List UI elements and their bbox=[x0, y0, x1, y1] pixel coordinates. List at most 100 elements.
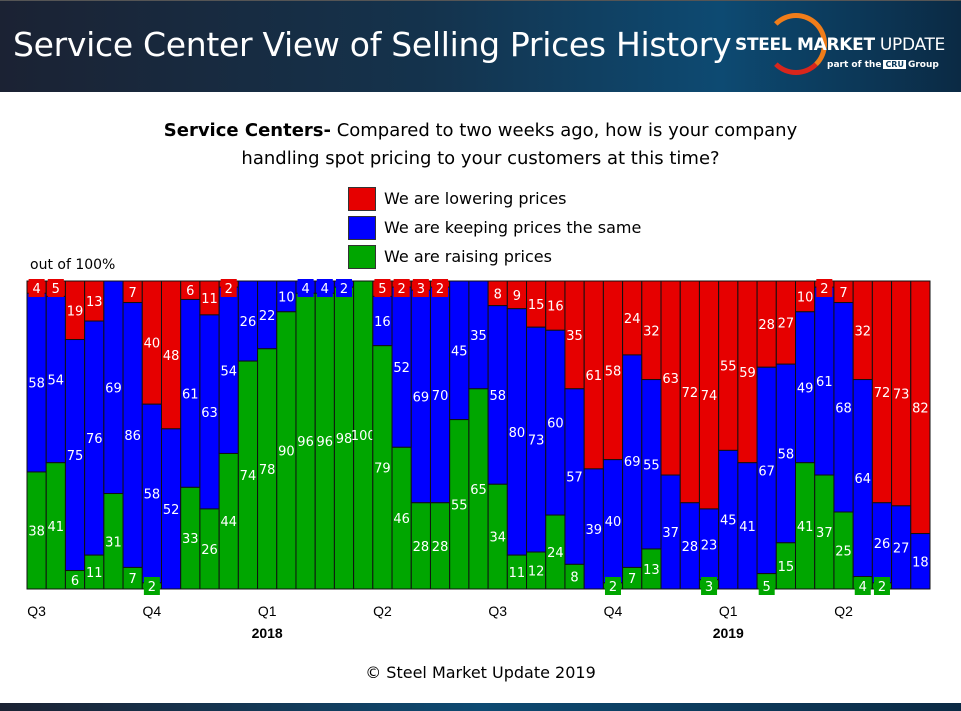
data-label: 2 bbox=[398, 282, 406, 297]
data-label: 32 bbox=[643, 324, 660, 339]
data-label: 68 bbox=[835, 401, 852, 416]
chart-title-line1: Compared to two weeks ago, how is your c… bbox=[330, 120, 798, 141]
data-label-box bbox=[336, 279, 353, 297]
legend-swatch-lower bbox=[348, 186, 376, 211]
data-label: 98 bbox=[336, 432, 353, 447]
logo-sub-post: Group bbox=[907, 60, 939, 70]
legend-item-same: We are keeping prices the same bbox=[348, 213, 641, 242]
x-year-label: 2018 bbox=[252, 625, 283, 641]
data-label: 4 bbox=[301, 282, 309, 297]
data-label: 22 bbox=[259, 309, 276, 324]
data-label: 2 bbox=[609, 580, 617, 595]
data-label: 26 bbox=[240, 315, 257, 330]
data-label: 3 bbox=[417, 282, 425, 297]
x-tick-label: Q4 bbox=[604, 603, 623, 619]
data-label: 34 bbox=[489, 531, 506, 546]
chart-title-bold: Service Centers- bbox=[163, 120, 331, 141]
data-label-box bbox=[28, 279, 45, 297]
cru-logo: CRU bbox=[883, 60, 906, 69]
page-title: Service Center View of Selling Prices Hi… bbox=[13, 25, 732, 64]
data-label: 4 bbox=[859, 580, 867, 595]
x-tick-label: Q2 bbox=[373, 603, 392, 619]
data-label: 86 bbox=[124, 429, 141, 444]
data-label: 38 bbox=[28, 524, 45, 539]
logo-name-bold: STEEL MARKET bbox=[735, 35, 875, 55]
data-label: 58 bbox=[144, 488, 161, 503]
data-label: 2 bbox=[340, 282, 348, 297]
data-label: 5 bbox=[763, 580, 771, 595]
bar-segment-same bbox=[910, 533, 931, 590]
data-label: 52 bbox=[393, 361, 410, 376]
data-label-box bbox=[316, 279, 333, 297]
data-label: 16 bbox=[374, 315, 391, 330]
logo-name-light: UPDATE bbox=[879, 35, 945, 55]
logo-sub-pre: part of the bbox=[827, 60, 882, 70]
data-label: 5 bbox=[378, 282, 386, 297]
data-label: 59 bbox=[739, 366, 756, 381]
data-label: 54 bbox=[220, 364, 237, 379]
chart-legend: We are lowering prices We are keeping pr… bbox=[348, 184, 641, 271]
legend-label: We are keeping prices the same bbox=[384, 218, 642, 237]
data-label-box bbox=[47, 279, 64, 297]
data-label: 3 bbox=[705, 580, 713, 595]
bottom-bar bbox=[0, 703, 961, 711]
data-label: 73 bbox=[528, 434, 545, 449]
data-label: 82 bbox=[912, 401, 929, 416]
data-label: 69 bbox=[413, 391, 430, 406]
data-label: 45 bbox=[720, 514, 737, 529]
data-label-box bbox=[873, 577, 890, 595]
data-label: 40 bbox=[605, 515, 622, 530]
data-label: 69 bbox=[105, 381, 122, 396]
data-label: 7 bbox=[839, 286, 847, 301]
data-label: 25 bbox=[835, 545, 852, 560]
data-label: 64 bbox=[854, 472, 871, 487]
data-label: 35 bbox=[470, 329, 487, 344]
data-label: 90 bbox=[278, 444, 295, 459]
data-label: 39 bbox=[586, 523, 603, 538]
data-label: 7 bbox=[129, 572, 137, 587]
data-label: 41 bbox=[739, 520, 756, 535]
data-label: 75 bbox=[67, 449, 84, 464]
data-label: 40 bbox=[144, 337, 161, 352]
legend-label: We are raising prices bbox=[384, 247, 552, 266]
data-label: 7 bbox=[129, 286, 137, 301]
data-label: 48 bbox=[163, 349, 180, 364]
data-label: 28 bbox=[682, 540, 699, 555]
chart-title: Service Centers- Compared to two weeks a… bbox=[0, 117, 961, 173]
data-label: 24 bbox=[547, 546, 564, 561]
data-label: 27 bbox=[778, 317, 795, 332]
data-label: 13 bbox=[86, 295, 103, 310]
data-label: 32 bbox=[854, 324, 871, 339]
data-label-box bbox=[220, 279, 237, 297]
chart-title-line2: handling spot pricing to your customers … bbox=[241, 148, 720, 169]
data-label: 28 bbox=[758, 318, 775, 333]
data-label: 23 bbox=[701, 538, 718, 553]
x-tick-label: Q3 bbox=[488, 603, 507, 619]
data-label: 55 bbox=[720, 360, 737, 375]
data-label: 2 bbox=[148, 580, 156, 595]
data-label: 52 bbox=[163, 503, 180, 518]
data-label: 18 bbox=[912, 555, 929, 570]
data-label: 63 bbox=[662, 372, 679, 387]
x-tick-label: Q4 bbox=[143, 603, 162, 619]
data-label-box bbox=[143, 577, 160, 595]
data-label: 2 bbox=[225, 282, 233, 297]
data-label: 45 bbox=[451, 344, 468, 359]
data-label: 11 bbox=[509, 566, 526, 581]
data-label-box bbox=[854, 577, 871, 595]
data-label: 9 bbox=[513, 289, 521, 304]
data-label: 41 bbox=[48, 520, 65, 535]
data-label: 31 bbox=[105, 535, 122, 550]
data-label: 26 bbox=[201, 543, 218, 558]
data-label: 74 bbox=[701, 389, 718, 404]
data-label: 60 bbox=[547, 417, 564, 432]
data-label: 37 bbox=[662, 526, 679, 541]
y-axis-label: out of 100% bbox=[30, 257, 116, 273]
data-label: 55 bbox=[451, 498, 468, 513]
data-label: 46 bbox=[393, 512, 410, 527]
legend-item-lower: We are lowering prices bbox=[348, 184, 641, 213]
data-label: 58 bbox=[28, 377, 45, 392]
data-label: 4 bbox=[321, 282, 329, 297]
data-label: 2 bbox=[878, 580, 886, 595]
data-label: 69 bbox=[624, 455, 641, 470]
